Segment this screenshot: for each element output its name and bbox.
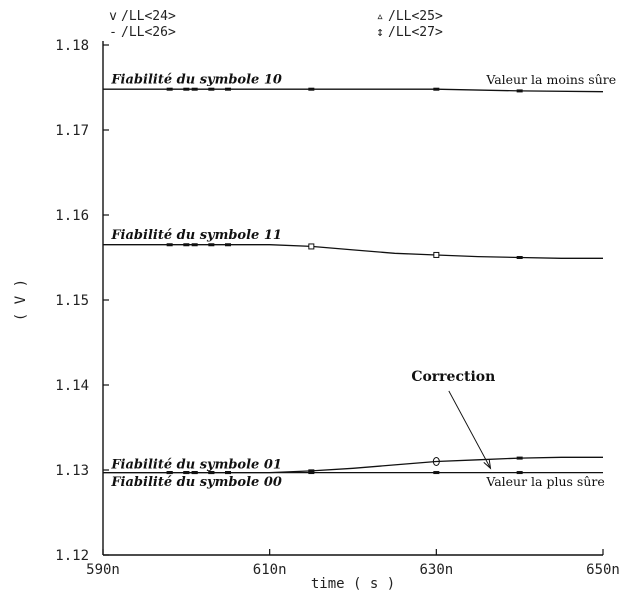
series-marker bbox=[166, 471, 173, 475]
y-tick-label: 1.16 bbox=[55, 208, 89, 224]
x-tick-label: 630n bbox=[419, 562, 453, 578]
series-line-1 bbox=[103, 88, 604, 93]
series-marker bbox=[225, 87, 231, 91]
legend-marker: v bbox=[109, 9, 117, 24]
annotation-label: Correction bbox=[411, 369, 495, 385]
y-tick-label: 1.15 bbox=[55, 293, 89, 309]
series-marker bbox=[308, 243, 315, 250]
series-marker bbox=[183, 87, 190, 91]
legend-label: /LL<26> bbox=[121, 25, 176, 40]
series-marker bbox=[225, 471, 231, 475]
y-tick-label: 1.18 bbox=[55, 38, 89, 54]
series-marker bbox=[516, 471, 523, 475]
x-axis-label: time ( s ) bbox=[311, 576, 395, 592]
correction-arrow-line bbox=[448, 390, 491, 469]
legend-marker: ▵ bbox=[376, 9, 384, 24]
legend: v/LL<24> ▵ /LL<25> -/LL<26> ↕ /LL<27> bbox=[109, 9, 443, 40]
y-ticks: 1.12 1.13 1.14 1.15 1.16 1.17 1.18 bbox=[55, 38, 109, 564]
series-marker bbox=[183, 471, 190, 475]
correction-arrow-head bbox=[483, 459, 492, 470]
legend-label: /LL<27> bbox=[388, 25, 443, 40]
series-marker bbox=[208, 243, 215, 247]
series-marker bbox=[516, 89, 523, 93]
x-ticks: 590n 610n 630n 650n bbox=[86, 549, 620, 578]
annotations: Fiabilité du symbole 10 Valeur la moins s… bbox=[110, 72, 616, 490]
legend-label: /LL<24> bbox=[121, 9, 176, 24]
annotation-label: Fiabilité du symbole 01 bbox=[110, 457, 282, 472]
series-marker bbox=[433, 251, 440, 258]
legend-marker: ↕ bbox=[376, 25, 384, 40]
series-markers bbox=[166, 87, 523, 475]
series-lines bbox=[103, 88, 604, 474]
annotation-label: Fiabilité du symbole 00 bbox=[110, 475, 282, 490]
series-marker bbox=[308, 469, 315, 473]
series-marker bbox=[191, 87, 198, 91]
annotation-label: Fiabilité du symbole 10 bbox=[110, 72, 282, 87]
series-marker bbox=[308, 471, 315, 475]
y-tick-label: 1.13 bbox=[55, 463, 89, 479]
annotation-label: Valeur la plus sûre bbox=[485, 474, 604, 489]
series-marker bbox=[432, 457, 440, 466]
x-tick-label: 590n bbox=[86, 562, 120, 578]
y-tick-label: 1.12 bbox=[55, 548, 89, 564]
legend-label: /LL<25> bbox=[388, 9, 443, 24]
series-marker bbox=[191, 471, 198, 475]
series-marker bbox=[433, 471, 440, 475]
series-marker bbox=[208, 87, 215, 91]
series-marker bbox=[166, 87, 173, 91]
series-marker bbox=[516, 456, 523, 460]
axes bbox=[102, 41, 603, 556]
series-marker bbox=[166, 243, 173, 247]
y-axis-label: ( V ) bbox=[13, 279, 29, 321]
series-line-2 bbox=[103, 244, 603, 259]
x-tick-label: 650n bbox=[586, 562, 620, 578]
annotation-label: Valeur la moins sûre bbox=[485, 72, 616, 87]
legend-marker: - bbox=[109, 25, 117, 40]
y-tick-label: 1.17 bbox=[55, 123, 89, 139]
series-marker bbox=[308, 87, 315, 91]
series-marker bbox=[191, 243, 198, 247]
series-marker bbox=[516, 256, 523, 259]
series-marker bbox=[208, 471, 215, 475]
annotation-label: Fiabilité du symbole 11 bbox=[110, 228, 282, 243]
series-marker bbox=[183, 243, 190, 247]
x-tick-label: 610n bbox=[253, 562, 287, 578]
y-tick-label: 1.14 bbox=[55, 378, 89, 394]
series-marker bbox=[433, 87, 440, 91]
series-marker bbox=[225, 243, 231, 247]
